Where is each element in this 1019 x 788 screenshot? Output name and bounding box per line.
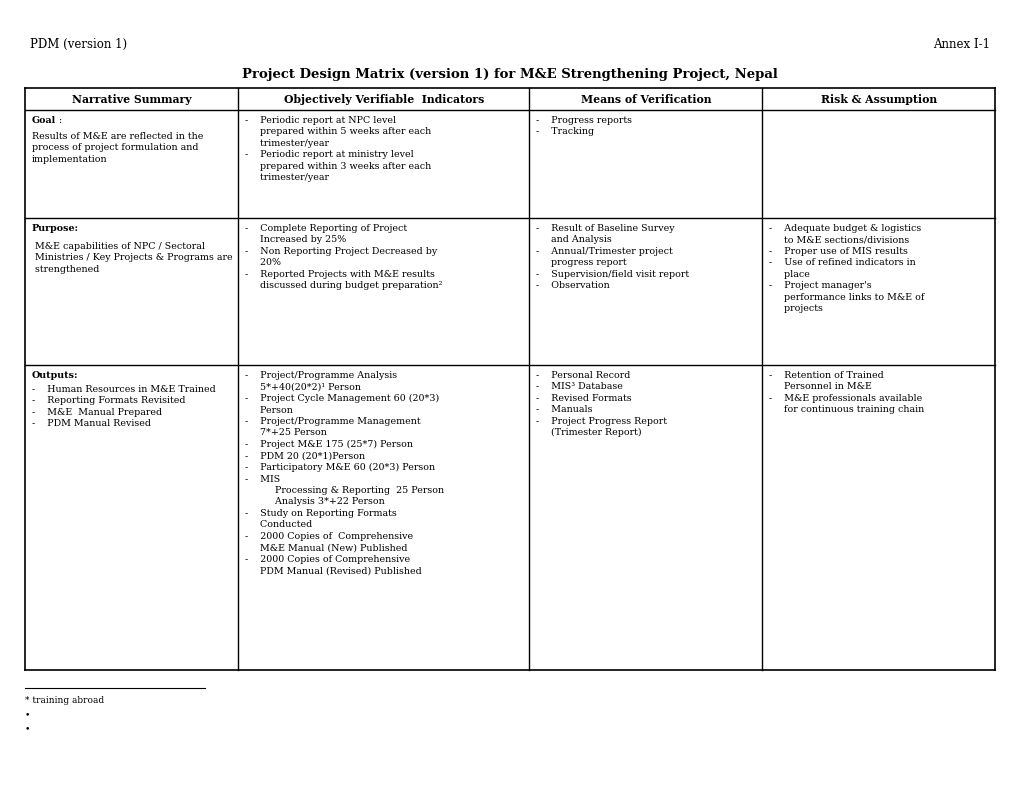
Text: M&E capabilities of NPC / Sectoral
 Ministries / Key Projects & Programs are
 st: M&E capabilities of NPC / Sectoral Minis… [32,242,232,274]
Text: :: : [58,116,61,125]
Text: -    Result of Baseline Survey
     and Analysis
-    Annual/Trimester project
 : - Result of Baseline Survey and Analysis… [536,224,689,290]
Text: * training abroad: * training abroad [25,696,104,705]
Text: Narrative Summary: Narrative Summary [71,94,192,105]
Text: PDM (version 1): PDM (version 1) [30,38,127,51]
Text: -    Periodic report at NPC level
     prepared within 5 weeks after each
     t: - Periodic report at NPC level prepared … [246,116,431,182]
Text: •: • [25,710,31,719]
Text: Objectively Verifiable  Indicators: Objectively Verifiable Indicators [283,94,484,105]
Text: -    Retention of Trained
     Personnel in M&E
-    M&E professionals available: - Retention of Trained Personnel in M&E … [768,371,923,414]
Text: Risk & Assumption: Risk & Assumption [819,94,935,105]
Text: -    Adequate budget & logistics
     to M&E sections/divisions
-    Proper use : - Adequate budget & logistics to M&E sec… [768,224,923,313]
Text: Goal: Goal [32,116,56,125]
Text: -    Personal Record
-    MIS³ Database
-    Revised Formats
-    Manuals
-    P: - Personal Record - MIS³ Database - Revi… [536,371,666,437]
Text: Purpose:: Purpose: [32,224,78,233]
Text: -    Project/Programme Analysis
     5*+40(20*2)¹ Person
-    Project Cycle Mana: - Project/Programme Analysis 5*+40(20*2)… [246,371,444,575]
Text: -    Human Resources in M&E Trained
-    Reporting Formats Revisited
-    M&E  M: - Human Resources in M&E Trained - Repor… [32,385,216,429]
Text: Means of Verification: Means of Verification [580,94,710,105]
Text: Annex I-1: Annex I-1 [932,38,989,51]
Text: Project Design Matrix (version 1) for M&E Strengthening Project, Nepal: Project Design Matrix (version 1) for M&… [242,68,777,81]
Text: Outputs:: Outputs: [32,371,78,380]
Text: Results of M&E are reflected in the
process of project formulation and
implement: Results of M&E are reflected in the proc… [32,132,203,164]
Text: -    Progress reports
-    Tracking: - Progress reports - Tracking [536,116,632,136]
Text: -    Complete Reporting of Project
     Increased by 25%
-    Non Reporting Proj: - Complete Reporting of Project Increase… [246,224,442,290]
Text: •: • [25,724,31,733]
